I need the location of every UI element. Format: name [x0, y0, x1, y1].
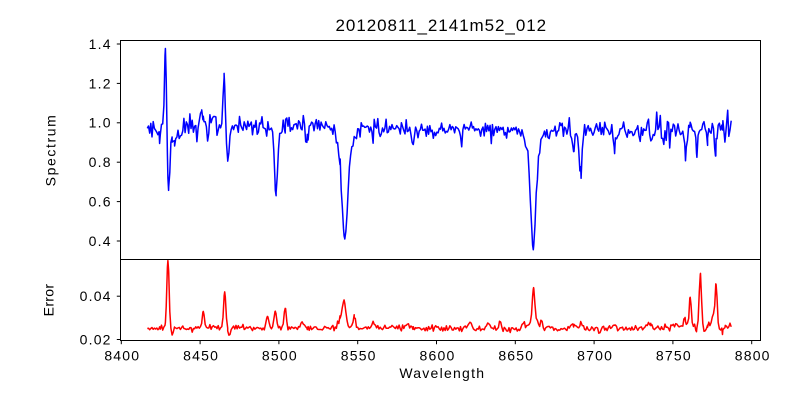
svg-text:20120811_2141m52_012: 20120811_2141m52_012 — [336, 16, 548, 35]
svg-text:0.04: 0.04 — [80, 288, 112, 304]
svg-text:8500: 8500 — [262, 347, 298, 363]
svg-text:8550: 8550 — [341, 347, 377, 363]
svg-text:8400: 8400 — [104, 347, 140, 363]
svg-text:8650: 8650 — [498, 347, 534, 363]
svg-text:8450: 8450 — [183, 347, 219, 363]
svg-text:Spectrum: Spectrum — [43, 114, 59, 187]
svg-text:1.4: 1.4 — [89, 36, 112, 52]
svg-text:Error: Error — [41, 284, 57, 317]
svg-text:8600: 8600 — [420, 347, 456, 363]
svg-text:1.2: 1.2 — [89, 75, 112, 91]
svg-text:0.6: 0.6 — [89, 194, 112, 210]
svg-text:0.4: 0.4 — [89, 233, 112, 249]
svg-text:8750: 8750 — [656, 347, 692, 363]
svg-text:0.02: 0.02 — [80, 331, 112, 347]
svg-text:Wavelength: Wavelength — [399, 365, 485, 381]
svg-text:1.0: 1.0 — [89, 115, 112, 131]
svg-text:8700: 8700 — [577, 347, 613, 363]
svg-text:8800: 8800 — [735, 347, 771, 363]
svg-text:0.8: 0.8 — [89, 154, 112, 170]
